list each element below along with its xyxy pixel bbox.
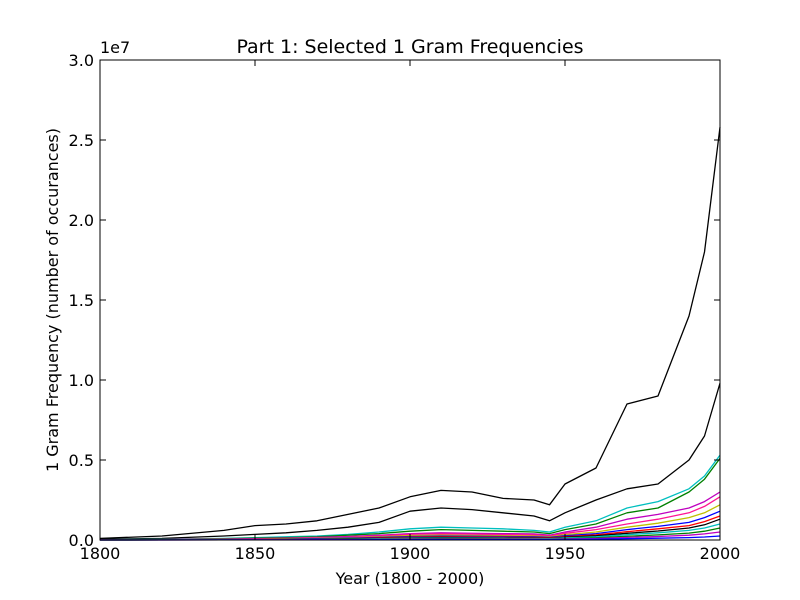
tick-layer: 1800 1850 1900 1950 2000 0.0 0.5 1.0 1.5 2.0 2.5 3.… <box>69 51 741 563</box>
series-layer <box>99 127 721 541</box>
y-tick-label-3: 1.0 <box>69 371 94 390</box>
y-multiplier-label: 1e7 <box>100 38 130 57</box>
x-tick-label-4: 1950 <box>545 544 586 563</box>
y-tick-label-7: 3.0 <box>69 51 94 70</box>
y-tick-label-1: 0.0 <box>69 531 94 550</box>
series-line-2 <box>99 383 721 540</box>
y-tick-label-2: 0.5 <box>69 451 94 470</box>
x-tick-label-1: 1800 <box>80 544 121 563</box>
x-tick-label-2: 1850 <box>235 544 276 563</box>
chart-title: Part 1: Selected 1 Gram Frequencies <box>236 36 583 58</box>
x-axis-label: Year (1800 - 2000) <box>335 569 485 588</box>
x-tick-label-3: 1900 <box>390 544 431 563</box>
y-tick-label-6: 2.5 <box>69 131 94 150</box>
y-tick-label-5: 2.0 <box>69 211 94 230</box>
y-tick-label-4: 1.5 <box>69 291 94 310</box>
x-tick-label-5: 2000 <box>700 544 741 563</box>
y-axis-label: 1 Gram Frequency (number of occurances) <box>43 128 62 472</box>
plot-frame <box>99 59 721 541</box>
series-line-1 <box>99 127 721 540</box>
